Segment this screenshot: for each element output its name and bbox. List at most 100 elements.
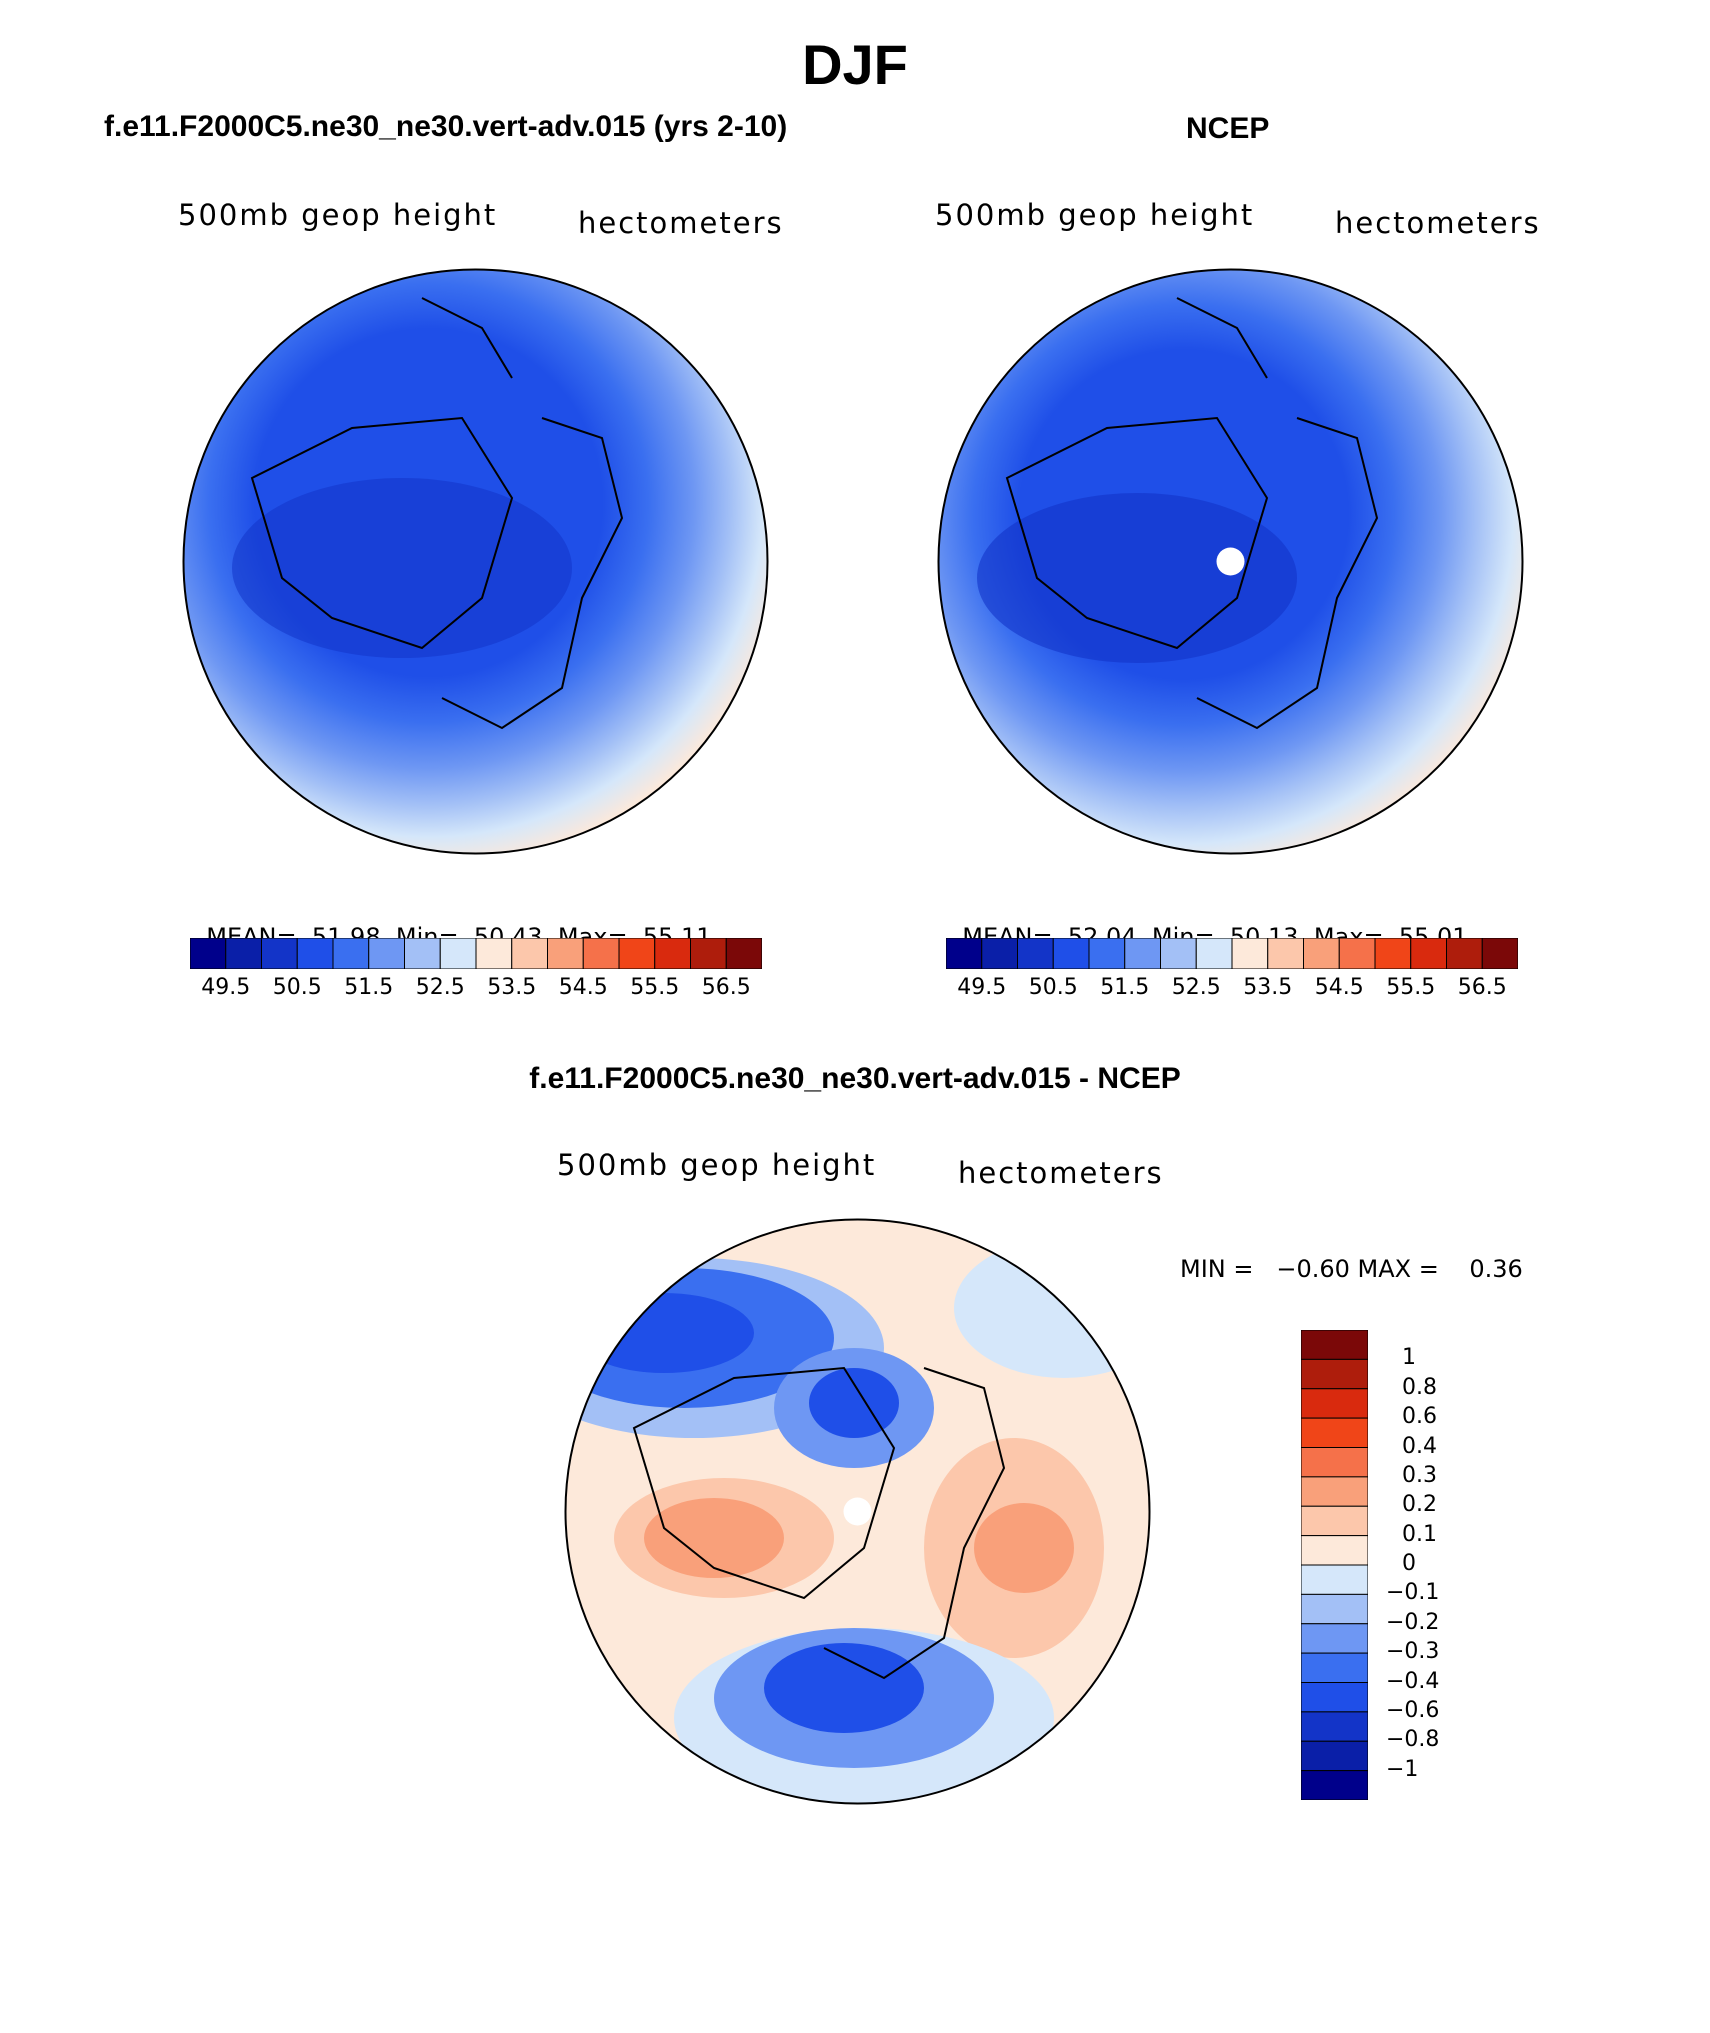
colorbar-swatch	[1301, 1682, 1368, 1713]
colorbar-tick-label: 52.5	[415, 975, 465, 1000]
colorbar-swatch	[1303, 938, 1340, 969]
model-variable-label: 500mb geop height	[178, 198, 498, 232]
colorbar-tick-label: 50.5	[272, 975, 322, 1000]
obs-units-label: hectometers	[1335, 206, 1541, 240]
colorbar-tick-label: 50.5	[1028, 975, 1078, 1000]
colorbar-swatch	[1195, 938, 1233, 969]
colorbar-swatch	[225, 938, 262, 969]
model-polar-map	[182, 268, 769, 855]
colorbar-swatch	[547, 938, 584, 969]
colorbar-swatch	[1301, 1564, 1368, 1595]
colorbar-swatch	[439, 938, 477, 969]
obs-map-border	[937, 268, 1524, 855]
colorbar-tick-label: 56.5	[1457, 975, 1507, 1000]
model-panel-title: f.e11.F2000C5.ne30_ne30.vert-adv.015 (yr…	[104, 110, 788, 143]
colorbar-tick-label: −0.4	[1386, 1668, 1440, 1694]
diff-colorbar	[1301, 1330, 1368, 1800]
colorbar-swatch	[1301, 1505, 1368, 1537]
diff-map-border	[564, 1218, 1151, 1805]
model-coastline	[250, 416, 514, 650]
colorbar-tick-label: 0.8	[1402, 1374, 1437, 1400]
colorbar-swatch	[1301, 1447, 1368, 1478]
colorbar-swatch	[1088, 938, 1126, 969]
obs-variable-label: 500mb geop height	[935, 198, 1255, 232]
obs-pole-mask	[1216, 547, 1245, 576]
colorbar-swatch	[1301, 1593, 1368, 1625]
colorbar-swatch	[1301, 1740, 1368, 1772]
colorbar-swatch	[404, 938, 441, 969]
colorbar-tick-label: 54.5	[1314, 975, 1364, 1000]
colorbar-swatch	[475, 938, 513, 969]
colorbar-swatch	[1301, 1711, 1368, 1742]
colorbar-swatch	[1301, 1417, 1368, 1448]
colorbar-swatch	[1301, 1330, 1368, 1360]
colorbar-swatch	[1301, 1388, 1368, 1419]
colorbar-swatch	[1231, 938, 1269, 969]
colorbar-swatch	[1267, 938, 1304, 969]
colorbar-swatch	[1301, 1623, 1368, 1654]
diff-minmax: MIN = −0.60 MAX = 0.36	[1180, 1255, 1523, 1283]
diff-units-label: hectometers	[958, 1156, 1164, 1190]
colorbar-tick-label: 55.5	[1386, 975, 1436, 1000]
diff-colorbar-ticks: 1 0.8 0.6 0.4 0.3 0.2 0.1 0 −0.1 −0.2 −0.3 −0.4 −0.6…	[1386, 1330, 1506, 1800]
colorbar-swatch	[261, 938, 298, 969]
model-colorbar-ticks: 49.5 50.5 51.5 52.5 53.5 54.5 55.5 56.5	[190, 975, 762, 1005]
colorbar-tick-label: −0.6	[1386, 1697, 1440, 1723]
colorbar-swatch	[1481, 938, 1518, 969]
colorbar-tick-label: −1	[1386, 1756, 1419, 1782]
colorbar-tick-label: 56.5	[701, 975, 751, 1000]
colorbar-swatch	[1446, 938, 1483, 969]
colorbar-tick-label: 0	[1402, 1551, 1416, 1576]
colorbar-tick-label: −0.3	[1386, 1639, 1440, 1665]
colorbar-swatch	[1301, 1535, 1368, 1566]
page-title: DJF	[802, 33, 908, 96]
colorbar-swatch	[725, 938, 762, 969]
obs-coastline	[1005, 416, 1269, 650]
diff-panel-title: f.e11.F2000C5.ne30_ne30.vert-adv.015 - N…	[529, 1062, 1181, 1095]
colorbar-tick-label: 49.5	[201, 975, 251, 1000]
colorbar-swatch	[332, 938, 370, 969]
colorbar-tick-label: 51.5	[1100, 975, 1150, 1000]
colorbar-swatch	[946, 938, 983, 969]
colorbar-tick-label: −0.8	[1386, 1727, 1440, 1753]
colorbar-tick-label: 0.2	[1402, 1492, 1437, 1518]
colorbar-swatch	[1301, 1652, 1368, 1683]
diff-polar-map	[564, 1218, 1151, 1805]
model-map-border	[182, 268, 769, 855]
colorbar-tick-label: 0.4	[1402, 1433, 1437, 1459]
model-colorbar	[190, 938, 762, 969]
colorbar-swatch	[1124, 938, 1161, 969]
colorbar-tick-label: 0.3	[1402, 1462, 1437, 1488]
colorbar-swatch	[618, 938, 656, 969]
colorbar-swatch	[981, 938, 1018, 969]
colorbar-swatch	[368, 938, 405, 969]
colorbar-tick-label: 53.5	[1243, 975, 1293, 1000]
colorbar-swatch	[296, 938, 334, 969]
diff-pole-mask	[843, 1497, 872, 1526]
colorbar-tick-label: 0.1	[1402, 1521, 1437, 1547]
colorbar-swatch	[690, 938, 727, 969]
colorbar-swatch	[1052, 938, 1090, 969]
colorbar-swatch	[1017, 938, 1054, 969]
colorbar-swatch	[1374, 938, 1412, 969]
colorbar-tick-label: 1	[1402, 1345, 1416, 1371]
colorbar-tick-label: 49.5	[957, 975, 1007, 1000]
colorbar-swatch	[582, 938, 620, 969]
colorbar-tick-label: 55.5	[630, 975, 680, 1000]
colorbar-swatch	[1301, 1476, 1368, 1507]
colorbar-swatch	[1301, 1770, 1368, 1800]
diff-coastline	[632, 1366, 896, 1600]
colorbar-swatch	[1338, 938, 1376, 969]
colorbar-tick-label: 51.5	[344, 975, 394, 1000]
obs-colorbar-ticks: 49.5 50.5 51.5 52.5 53.5 54.5 55.5 56.5	[946, 975, 1518, 1005]
colorbar-tick-label: 54.5	[558, 975, 608, 1000]
colorbar-swatch	[1301, 1358, 1368, 1390]
colorbar-tick-label: 53.5	[487, 975, 537, 1000]
colorbar-tick-label: 0.6	[1402, 1404, 1437, 1430]
obs-colorbar	[946, 938, 1518, 969]
colorbar-tick-label: −0.2	[1386, 1609, 1440, 1635]
diff-variable-label: 500mb geop height	[557, 1148, 877, 1182]
colorbar-swatch	[190, 938, 227, 969]
colorbar-swatch	[511, 938, 548, 969]
colorbar-swatch	[1160, 938, 1197, 969]
